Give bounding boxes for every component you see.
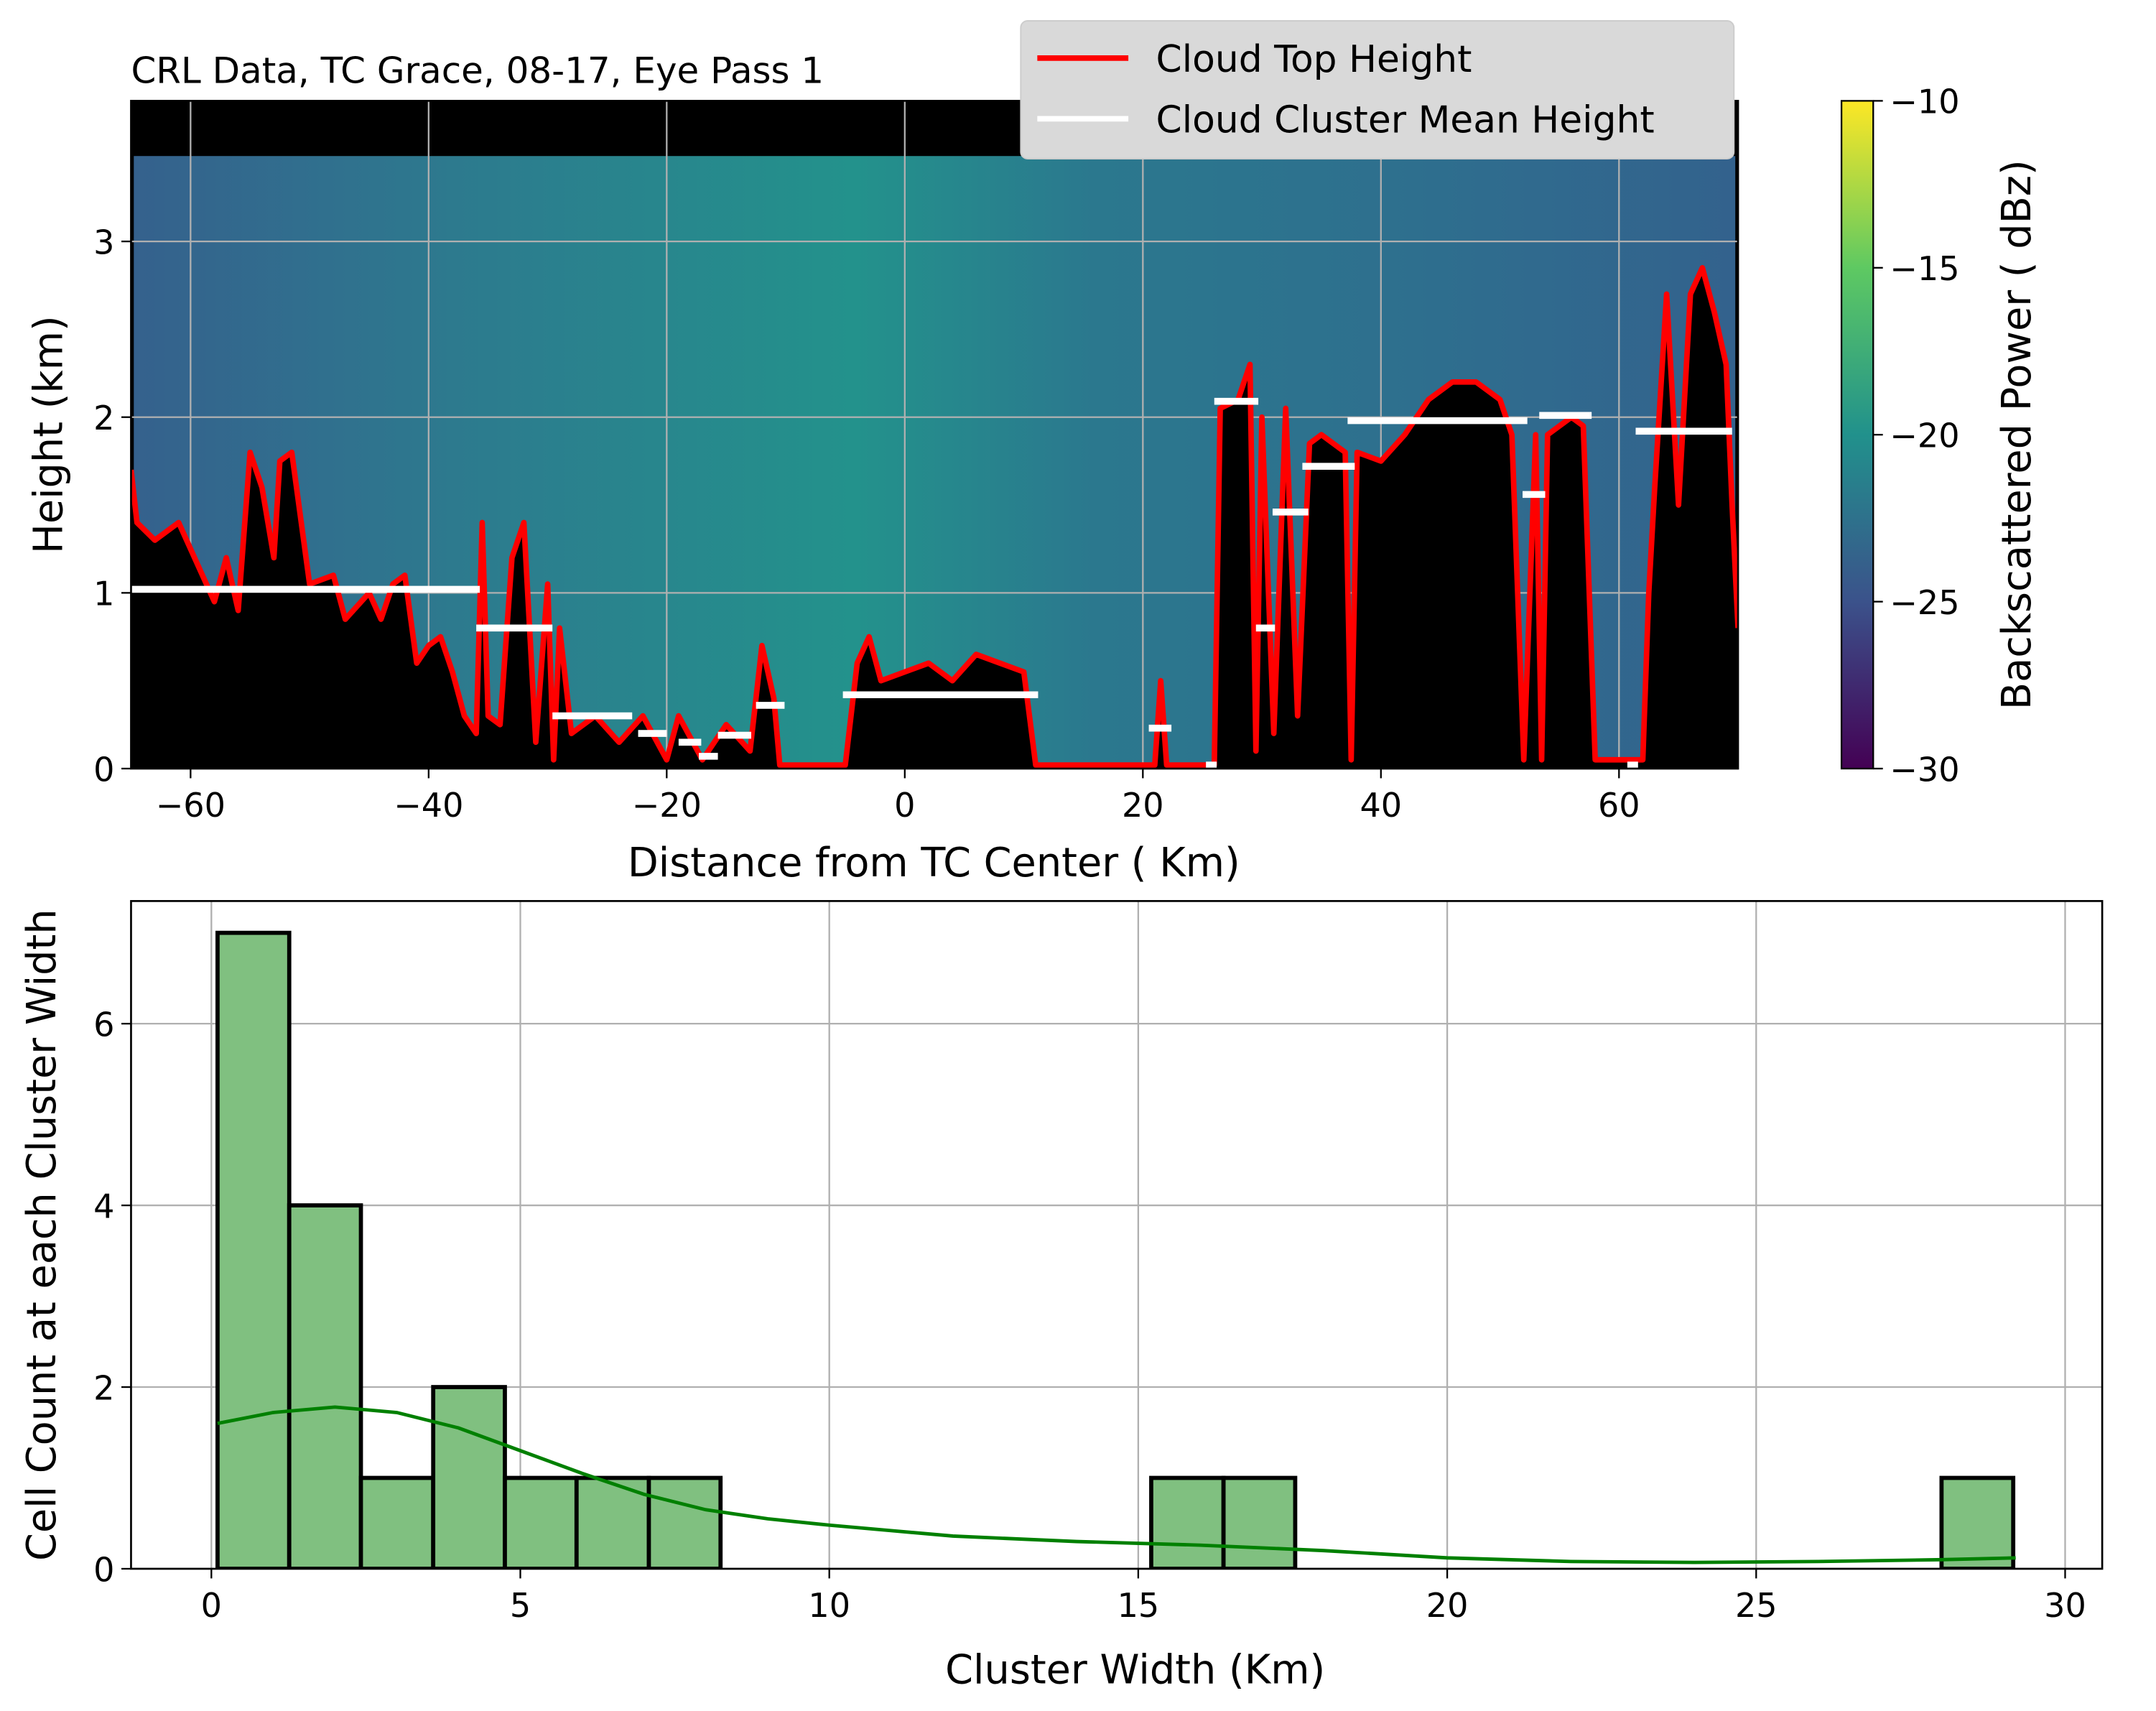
y-tick-label: 0 — [93, 1550, 114, 1589]
hist-bar — [1149, 1475, 1226, 1569]
x-tick-label: −20 — [632, 786, 702, 825]
cloud-top-line — [131, 264, 1739, 768]
y-tick-label: 1 — [93, 575, 114, 613]
y-tick-label: 2 — [93, 399, 114, 437]
chart-title: CRL Data, TC Grace, 08-17, Eye Pass 1 — [131, 50, 824, 91]
colorbar-tick-label: −25 — [1890, 583, 1959, 622]
x-tick-label: 0 — [201, 1586, 222, 1625]
y-tick-label: 2 — [93, 1368, 114, 1407]
plot-area — [131, 264, 1739, 769]
legend-box — [1020, 20, 1735, 160]
y-tick-label: 3 — [93, 223, 114, 261]
y-tick-label: 4 — [93, 1187, 114, 1225]
x-axis-label: Distance from TC Center ( Km) — [628, 840, 1240, 886]
hist-bar — [1939, 1475, 2016, 1569]
grid — [131, 901, 2103, 1570]
colorbar-tick-label: −15 — [1890, 249, 1959, 288]
axes-frame — [130, 100, 1739, 770]
x-axis-label: Cluster Width (Km) — [945, 1646, 1325, 1693]
legend: Cloud Top Height Cloud Cluster Mean Heigh… — [1020, 20, 1735, 160]
x-tick-label: 60 — [1598, 786, 1640, 825]
x-tick-label: 20 — [1122, 786, 1164, 825]
legend-label: Cloud Top Height — [1156, 38, 1472, 81]
hist-bar — [287, 1203, 363, 1569]
hist-bar — [358, 1475, 436, 1569]
x-tick-label: 0 — [894, 786, 915, 825]
colorbar-tick-label: −20 — [1890, 416, 1959, 455]
y-tick-label: 0 — [93, 750, 114, 789]
hist-bar — [215, 930, 292, 1569]
curtain-panel — [131, 101, 1739, 770]
hist-bar — [646, 1475, 723, 1569]
x-tick-label: 15 — [1118, 1586, 1160, 1625]
x-tick-label: −60 — [156, 786, 226, 825]
axes-frame — [130, 900, 2104, 1570]
x-tick-label: 25 — [1735, 1586, 1778, 1625]
cloud-fill — [131, 267, 1739, 769]
plot-area — [215, 930, 2016, 1569]
y-axis-label: Cell Count at each Cluster Width — [19, 909, 65, 1561]
colorbar-tick-label: −30 — [1890, 750, 1959, 789]
hist-bar — [503, 1475, 579, 1569]
colorbar-tick-label: −10 — [1890, 83, 1959, 121]
kde-line — [217, 1405, 2016, 1564]
legend-label: Cloud Cluster Mean Height — [1156, 99, 1655, 142]
x-tick-label: 10 — [808, 1586, 850, 1625]
x-tick-label: 5 — [510, 1586, 531, 1625]
colorbar-label: Backscattered Power ( dBz) — [1994, 159, 2040, 710]
colorbar — [1840, 100, 1874, 770]
y-axis-label: Height (km) — [25, 315, 72, 554]
x-tick-label: 30 — [2044, 1586, 2086, 1625]
x-tick-label: 40 — [1360, 786, 1402, 825]
y-tick-label: 6 — [93, 1005, 114, 1044]
hist-bar — [1221, 1475, 1298, 1569]
histogram-panel — [131, 901, 2103, 1570]
x-tick-label: −40 — [394, 786, 463, 825]
hist-bar — [431, 1385, 507, 1569]
x-tick-label: 20 — [1426, 1586, 1469, 1625]
